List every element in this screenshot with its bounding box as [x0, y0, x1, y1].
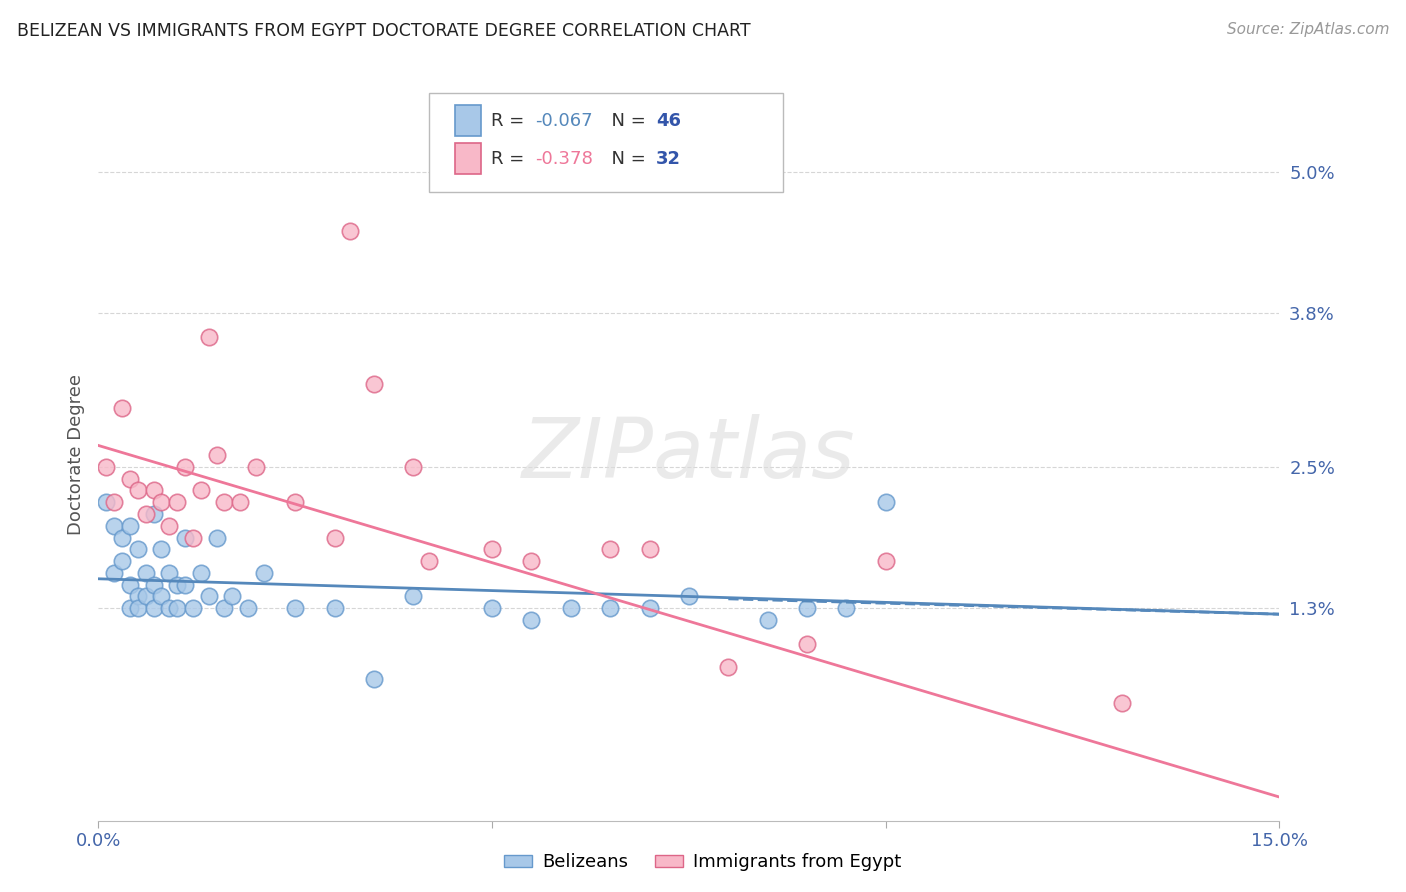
FancyBboxPatch shape	[429, 93, 783, 192]
Point	[520, 613, 543, 627]
Point	[103, 566, 125, 580]
Point	[229, 495, 252, 509]
Point	[96, 459, 118, 474]
Point	[135, 566, 157, 580]
Point	[481, 542, 503, 557]
Point	[127, 483, 149, 498]
Point	[284, 495, 307, 509]
Point	[599, 601, 621, 615]
Text: R =: R =	[491, 112, 530, 129]
Point	[150, 542, 173, 557]
Point	[127, 601, 149, 615]
Point	[756, 613, 779, 627]
Point	[402, 590, 425, 604]
Point	[150, 495, 173, 509]
Point	[638, 542, 661, 557]
Point	[142, 601, 165, 615]
Point	[418, 554, 440, 568]
Point	[236, 601, 259, 615]
Point	[875, 495, 897, 509]
Point	[181, 531, 204, 545]
Point	[197, 330, 219, 344]
Point	[142, 577, 165, 591]
Point	[118, 601, 141, 615]
Text: 32: 32	[655, 150, 681, 168]
Point	[363, 672, 385, 686]
FancyBboxPatch shape	[456, 105, 481, 136]
Point	[174, 577, 197, 591]
Point	[111, 554, 134, 568]
Point	[166, 495, 188, 509]
Point	[166, 577, 188, 591]
Point	[157, 601, 180, 615]
Text: BELIZEAN VS IMMIGRANTS FROM EGYPT DOCTORATE DEGREE CORRELATION CHART: BELIZEAN VS IMMIGRANTS FROM EGYPT DOCTOR…	[17, 22, 751, 40]
Text: -0.378: -0.378	[536, 150, 593, 168]
Point	[190, 566, 212, 580]
Point	[157, 566, 180, 580]
Point	[402, 459, 425, 474]
Point	[1111, 696, 1133, 710]
Point	[118, 577, 141, 591]
Point	[127, 590, 149, 604]
Point	[118, 518, 141, 533]
Point	[253, 566, 276, 580]
Point	[174, 459, 197, 474]
Point	[796, 637, 818, 651]
Point	[181, 601, 204, 615]
Legend: Belizeans, Immigrants from Egypt: Belizeans, Immigrants from Egypt	[498, 847, 908, 879]
Point	[520, 554, 543, 568]
Point	[103, 518, 125, 533]
Point	[214, 495, 236, 509]
FancyBboxPatch shape	[456, 144, 481, 174]
Point	[96, 495, 118, 509]
Point	[157, 518, 180, 533]
Point	[111, 531, 134, 545]
Point	[197, 590, 219, 604]
Point	[560, 601, 582, 615]
Point	[190, 483, 212, 498]
Point	[796, 601, 818, 615]
Point	[835, 601, 858, 615]
Point	[363, 377, 385, 392]
Point	[142, 483, 165, 498]
Point	[284, 601, 307, 615]
Text: R =: R =	[491, 150, 530, 168]
Text: Source: ZipAtlas.com: Source: ZipAtlas.com	[1226, 22, 1389, 37]
Point	[127, 542, 149, 557]
Point	[205, 448, 228, 462]
Point	[166, 601, 188, 615]
Point	[150, 590, 173, 604]
Point	[245, 459, 267, 474]
Point	[481, 601, 503, 615]
Point	[118, 471, 141, 485]
Text: ZIPatlas: ZIPatlas	[522, 415, 856, 495]
Point	[717, 660, 740, 674]
Point	[323, 531, 346, 545]
Point	[323, 601, 346, 615]
Text: N =: N =	[600, 112, 652, 129]
Text: 46: 46	[655, 112, 681, 129]
Point	[135, 507, 157, 521]
Point	[221, 590, 243, 604]
Point	[339, 224, 361, 238]
Point	[214, 601, 236, 615]
Point	[638, 601, 661, 615]
Text: -0.067: -0.067	[536, 112, 593, 129]
Point	[599, 542, 621, 557]
Point	[174, 531, 197, 545]
Point	[875, 554, 897, 568]
Point	[142, 507, 165, 521]
Point	[103, 495, 125, 509]
Text: N =: N =	[600, 150, 652, 168]
Point	[205, 531, 228, 545]
Point	[678, 590, 700, 604]
Y-axis label: Doctorate Degree: Doctorate Degree	[66, 375, 84, 535]
Point	[135, 590, 157, 604]
Point	[111, 401, 134, 415]
